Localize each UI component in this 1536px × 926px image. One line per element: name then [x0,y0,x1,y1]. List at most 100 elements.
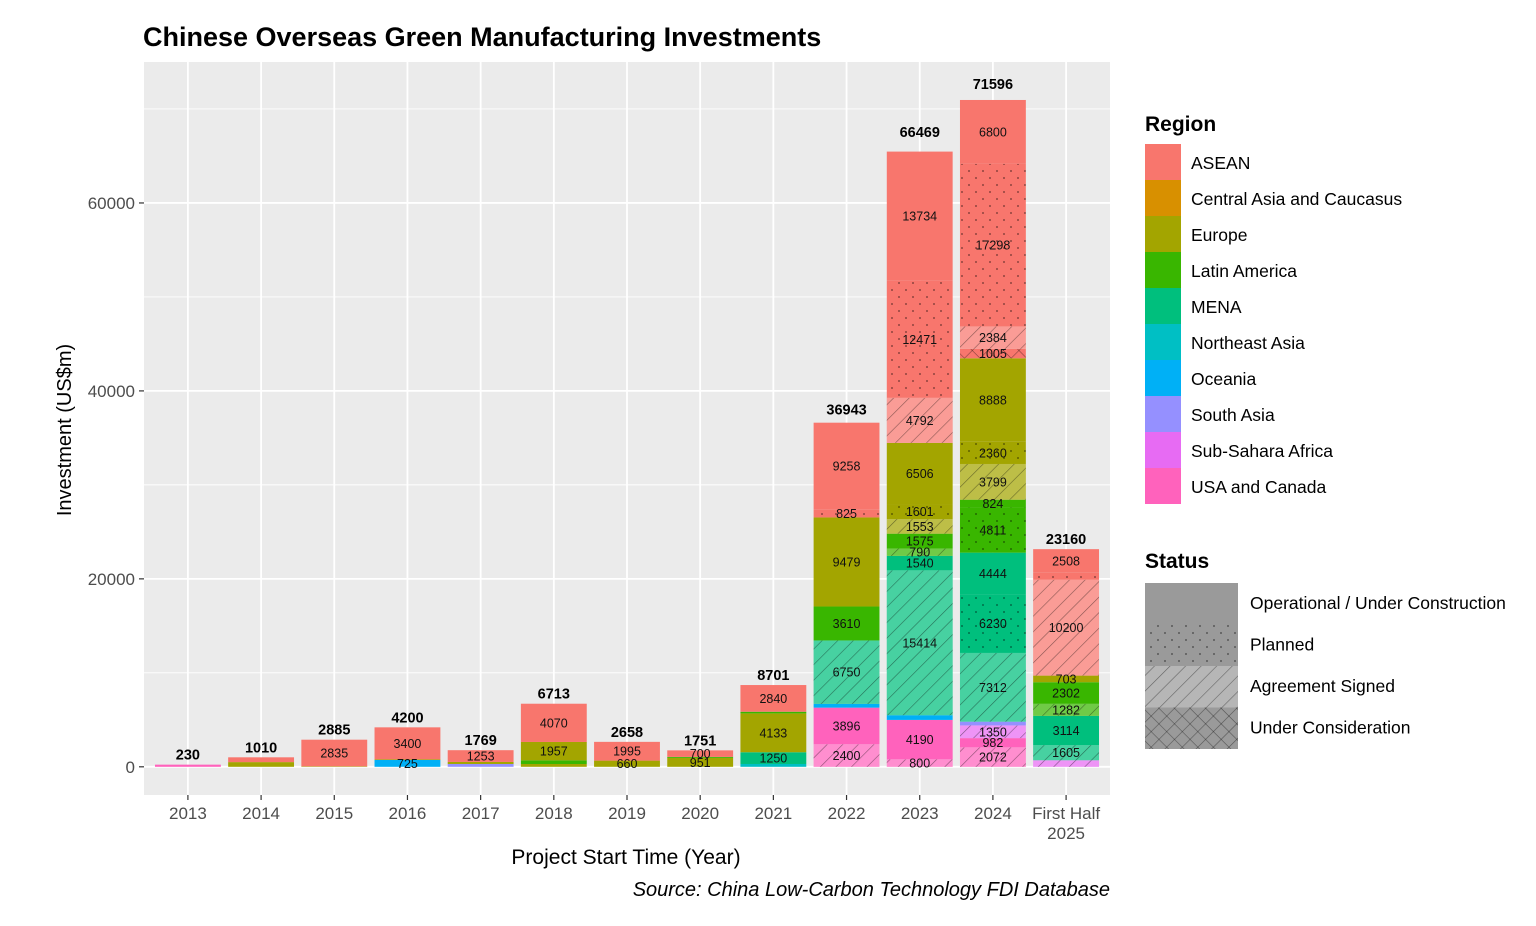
legend-item-label: USA and Canada [1191,477,1327,497]
bar-total-label: 4200 [391,710,423,726]
bar-segment [1033,549,1100,573]
bar-segment-pattern [1033,572,1100,580]
x-axis: 2013 2014 2015 2016 2017 2018 2019 2020 2021 2022… [169,795,1100,843]
bar-segment [520,703,587,742]
bar-segment [886,715,953,720]
bar-segment [813,703,880,708]
y-axis: 0 20000 40000 60000 [88,194,144,777]
segment-label: 3114 [1053,724,1080,738]
y-tick-label: 60000 [88,194,135,213]
bar-segment [374,759,441,760]
bar-total-label: 2885 [318,723,350,739]
segment-label: 2302 [1052,687,1080,701]
bar-segment [740,685,807,712]
bar-total-label: 2658 [611,725,643,741]
segment-label: 2360 [979,446,1007,460]
bar-segment-pattern [959,163,1026,327]
legend-item-label: MENA [1191,297,1242,317]
x-tick-label: 2024 [974,804,1012,823]
bar-segment-pattern [886,759,953,767]
bar-segment [959,99,1026,164]
legend-swatch [1145,396,1181,432]
bar-segment-pattern [1033,579,1100,676]
segment-label: 1957 [540,745,568,759]
x-tick-label: 2014 [242,804,280,823]
bar-segment-pattern [959,348,1026,359]
bar-segment [520,741,587,761]
legend-item-label: Planned [1250,635,1314,655]
segment-label: 2840 [759,692,787,706]
x-tick-label: 2013 [169,804,207,823]
legend-swatch [1145,216,1181,252]
bar-total-label: 1769 [465,733,497,749]
bar-segment [447,750,514,762]
bar-total-label: 1751 [684,733,716,749]
legend-swatch [1145,432,1181,468]
segment-label: 2400 [833,749,861,763]
segment-label: 1605 [1052,746,1080,760]
bar-segment-pattern [813,640,880,704]
bar-segment [520,763,587,767]
legend-region-title: Region [1145,113,1216,136]
segment-label: 1540 [906,557,934,571]
legend-swatch [1145,468,1181,504]
segment-label: 3896 [833,719,861,733]
segment-label: 825 [836,507,857,521]
bar-segment [886,533,953,549]
segment-label: 660 [617,757,638,771]
bar-segment [667,756,734,758]
bar-segment-pattern [886,519,953,534]
segment-label: 2508 [1052,554,1080,568]
bar-segment-pattern [959,747,1026,767]
legend-item-label: Northeast Asia [1191,333,1305,353]
segment-label: 2072 [979,751,1007,765]
x-tick-label: 2023 [901,804,939,823]
legend-swatch-pattern [1145,707,1238,749]
bar-segment-pattern [959,652,1026,722]
segment-label: 982 [982,736,1003,750]
legend-swatch-pattern [1145,666,1238,708]
bar-total-label: 230 [176,748,200,764]
segment-label: 800 [909,757,930,771]
bar-segment [594,741,660,761]
bar-segment [959,499,1026,508]
bar-total-label: 8701 [757,668,789,684]
bar-segment-pattern [886,504,953,520]
bar-total-label: 66469 [900,125,940,141]
x-tick-label: 2020 [681,804,719,823]
legend-swatch [1145,360,1181,396]
segment-label: 2835 [320,747,348,761]
bar-segment [740,763,807,767]
bar-segment [447,763,514,767]
segment-label: 6800 [979,125,1007,139]
segment-label: 3610 [833,617,861,631]
legend-swatch [1145,324,1181,360]
legend-swatch [1145,583,1238,625]
bar-segment-pattern [959,326,1026,349]
y-tick-label: 40000 [88,382,135,401]
segment-label: 3799 [979,475,1007,489]
y-tick-label: 0 [126,758,135,777]
segment-label: 6230 [979,617,1007,631]
segment-label: 951 [690,756,711,770]
bar-segment [374,759,441,767]
segment-label: 1250 [759,752,787,766]
bar-total-label: 23160 [1046,532,1086,548]
bar-segment [154,764,221,767]
legend-item-label: Agreement Signed [1250,676,1395,696]
bar-segment [740,752,807,764]
segment-label: 12471 [902,333,937,347]
legend-item-label: Latin America [1191,261,1297,281]
bar-total-label: 36943 [826,403,866,419]
segment-label: 1575 [906,535,934,549]
bar-segment [886,151,953,281]
bar-segment [228,762,295,767]
x-tick-label: 2015 [315,804,353,823]
bar-segment-pattern [1033,703,1100,716]
legend-item-label: Operational / Under Construction [1250,593,1506,613]
bar-segment [520,760,587,764]
bar-segment [959,738,1026,748]
x-tick-label: 2016 [389,804,427,823]
segment-label: 1282 [1052,703,1080,717]
bar-segment [740,713,807,753]
